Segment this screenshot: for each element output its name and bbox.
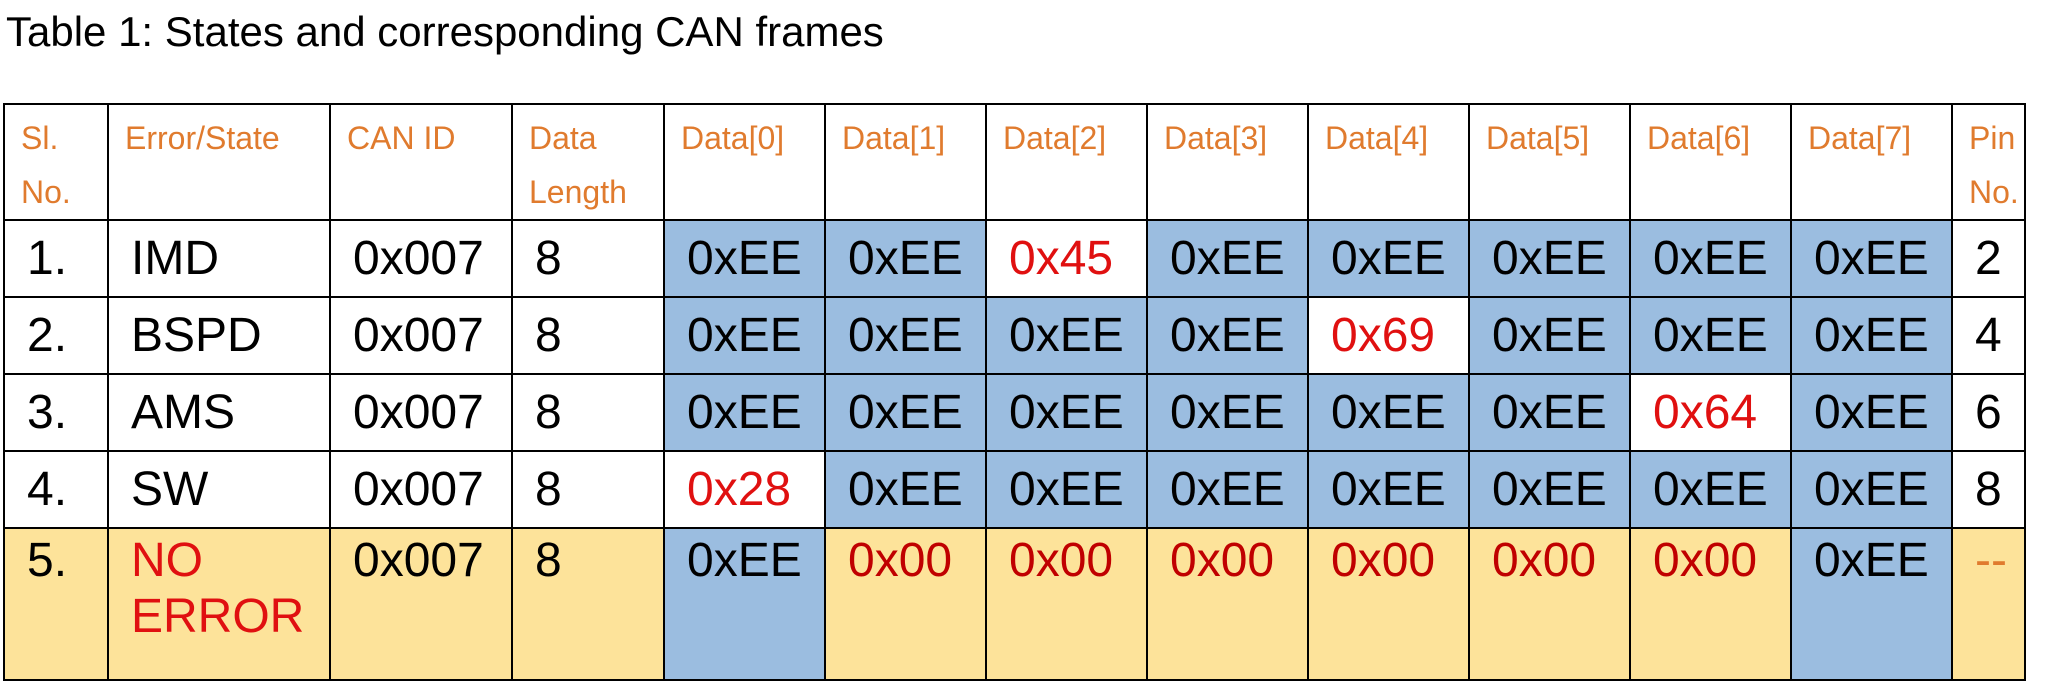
sl-no-cell: 5. xyxy=(3,527,109,681)
state-cell: IMD xyxy=(107,219,331,298)
header-data-1: Data[1] xyxy=(824,103,987,221)
error-code-cell: 0x28 xyxy=(663,450,826,529)
header-error-state: Error/State xyxy=(107,103,331,221)
data-byte-cell: 0x00 xyxy=(1307,527,1470,681)
data-length-cell: 8 xyxy=(511,527,665,681)
header-data-4: Data[4] xyxy=(1307,103,1470,221)
pin-no-cell: 8 xyxy=(1951,450,2026,529)
pin-no-cell: -- xyxy=(1951,527,2026,681)
data-byte-cell: 0xEE xyxy=(1468,219,1631,298)
data-byte-cell: 0xEE xyxy=(1307,373,1470,452)
sl-no-cell: 2. xyxy=(3,296,109,375)
error-code-cell: 0x69 xyxy=(1307,296,1470,375)
data-byte-cell: 0xEE xyxy=(663,219,826,298)
state-cell: SW xyxy=(107,450,331,529)
can-frames-table: Sl. No. Error/State CAN ID Data Length D… xyxy=(3,103,2026,681)
data-byte-cell: 0x00 xyxy=(1629,527,1792,681)
pin-no-cell: 6 xyxy=(1951,373,2026,452)
sl-no-cell: 4. xyxy=(3,450,109,529)
state-cell: NO ERROR xyxy=(107,527,331,681)
data-byte-cell: 0x00 xyxy=(1468,527,1631,681)
data-byte-cell: 0xEE xyxy=(824,296,987,375)
header-sl-no: Sl. No. xyxy=(3,103,109,221)
data-byte-cell: 0xEE xyxy=(1629,450,1792,529)
table-row: 2. BSPD 0x007 8 0xEE 0xEE 0xEE 0xEE 0x69… xyxy=(3,296,2026,375)
table-row: 3. AMS 0x007 8 0xEE 0xEE 0xEE 0xEE 0xEE … xyxy=(3,373,2026,452)
data-byte-cell: 0xEE xyxy=(1629,219,1792,298)
header-data-5: Data[5] xyxy=(1468,103,1631,221)
can-id-cell: 0x007 xyxy=(329,527,513,681)
data-byte-cell: 0xEE xyxy=(663,527,826,681)
state-cell: BSPD xyxy=(107,296,331,375)
data-byte-cell: 0xEE xyxy=(1468,296,1631,375)
data-byte-cell: 0xEE xyxy=(1790,527,1953,681)
data-byte-cell: 0xEE xyxy=(1629,296,1792,375)
can-id-cell: 0x007 xyxy=(329,219,513,298)
data-byte-cell: 0xEE xyxy=(985,373,1148,452)
header-data-3: Data[3] xyxy=(1146,103,1309,221)
header-data-0: Data[0] xyxy=(663,103,826,221)
table-row: 4. SW 0x007 8 0x28 0xEE 0xEE 0xEE 0xEE 0… xyxy=(3,450,2026,529)
data-byte-cell: 0xEE xyxy=(1307,450,1470,529)
data-length-cell: 8 xyxy=(511,296,665,375)
data-byte-cell: 0xEE xyxy=(824,219,987,298)
pin-no-cell: 2 xyxy=(1951,219,2026,298)
data-byte-cell: 0xEE xyxy=(1146,373,1309,452)
data-byte-cell: 0xEE xyxy=(1468,450,1631,529)
data-byte-cell: 0xEE xyxy=(1790,219,1953,298)
can-id-cell: 0x007 xyxy=(329,373,513,452)
data-byte-cell: 0xEE xyxy=(1790,373,1953,452)
table-caption: Table 1: States and corresponding CAN fr… xyxy=(6,8,884,55)
pin-no-cell: 4 xyxy=(1951,296,2026,375)
data-length-cell: 8 xyxy=(511,373,665,452)
data-byte-cell: 0xEE xyxy=(663,296,826,375)
data-byte-cell: 0xEE xyxy=(985,296,1148,375)
data-byte-cell: 0xEE xyxy=(824,450,987,529)
error-code-cell: 0x64 xyxy=(1629,373,1792,452)
header-data-6: Data[6] xyxy=(1629,103,1792,221)
header-data-length: Data Length xyxy=(511,103,665,221)
data-byte-cell: 0xEE xyxy=(663,373,826,452)
data-length-cell: 8 xyxy=(511,219,665,298)
sl-no-cell: 1. xyxy=(3,219,109,298)
header-pin-no: Pin No. xyxy=(1951,103,2026,221)
header-data-7: Data[7] xyxy=(1790,103,1953,221)
data-byte-cell: 0xEE xyxy=(985,450,1148,529)
table-row: 5. NO ERROR 0x007 8 0xEE 0x00 0x00 0x00 … xyxy=(3,527,2026,681)
header-can-id: CAN ID xyxy=(329,103,513,221)
error-code-cell: 0x45 xyxy=(985,219,1148,298)
data-byte-cell: 0xEE xyxy=(1790,450,1953,529)
can-id-cell: 0x007 xyxy=(329,450,513,529)
header-row: Sl. No. Error/State CAN ID Data Length D… xyxy=(3,103,2026,221)
data-byte-cell: 0x00 xyxy=(824,527,987,681)
data-length-cell: 8 xyxy=(511,450,665,529)
data-byte-cell: 0xEE xyxy=(1146,450,1309,529)
data-byte-cell: 0xEE xyxy=(1790,296,1953,375)
can-id-cell: 0x007 xyxy=(329,296,513,375)
data-byte-cell: 0x00 xyxy=(1146,527,1309,681)
header-data-2: Data[2] xyxy=(985,103,1148,221)
data-byte-cell: 0x00 xyxy=(985,527,1148,681)
data-byte-cell: 0xEE xyxy=(1468,373,1631,452)
data-byte-cell: 0xEE xyxy=(1146,219,1309,298)
data-byte-cell: 0xEE xyxy=(1307,219,1470,298)
table-row: 1. IMD 0x007 8 0xEE 0xEE 0x45 0xEE 0xEE … xyxy=(3,219,2026,298)
data-byte-cell: 0xEE xyxy=(1146,296,1309,375)
state-cell: AMS xyxy=(107,373,331,452)
data-byte-cell: 0xEE xyxy=(824,373,987,452)
sl-no-cell: 3. xyxy=(3,373,109,452)
